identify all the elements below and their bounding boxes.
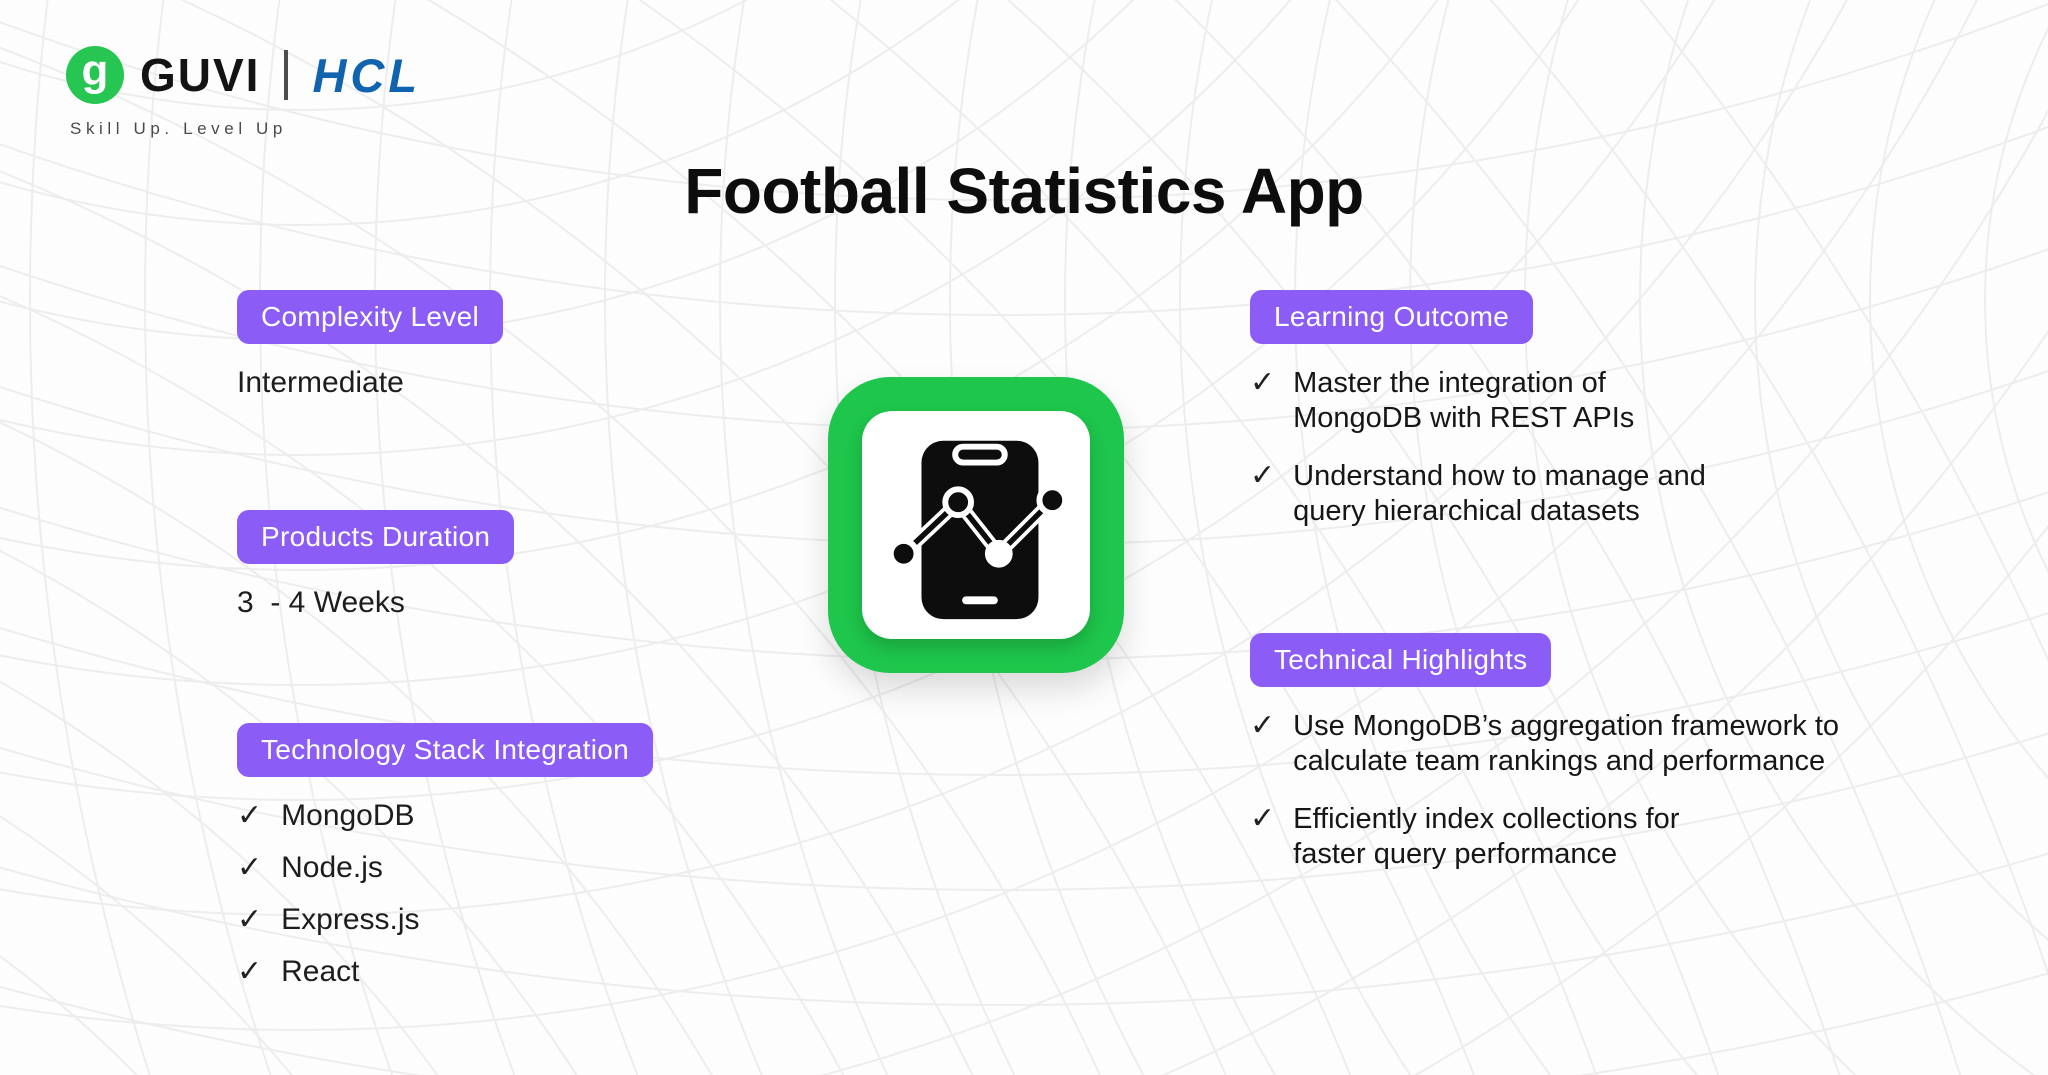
outcome-line: query hierarchical datasets: [1293, 495, 1640, 527]
outcome-line: MongoDB with REST APIs: [1293, 402, 1635, 434]
outcome-line: Understand how to manage and: [1293, 460, 1706, 492]
check-icon: ✓: [237, 851, 263, 884]
outcome-line: Master the integration of: [1293, 367, 1606, 399]
guvi-logo-glyph: g: [81, 46, 109, 95]
learning-outcome-badge: Learning Outcome: [1250, 290, 1534, 344]
duration-section: Products Duration 3 - 4 Weeks: [237, 510, 515, 620]
complexity-section: Complexity Level Intermediate: [237, 290, 503, 400]
technical-highlights-list: ✓ Use MongoDB’s aggregation framework to…: [1250, 708, 1839, 872]
tech-stack-badge: Technology Stack Integration: [237, 723, 653, 777]
phone-analytics-icon: [828, 377, 1124, 673]
check-icon: ✓: [1250, 459, 1276, 492]
phone-chart-illustration: [887, 440, 1069, 620]
complexity-value: Intermediate: [237, 366, 404, 399]
technical-highlights-section: Technical Highlights ✓ Use MongoDB’s agg…: [1250, 633, 1839, 872]
tech-stack-item: ✓ Express.js: [237, 902, 653, 937]
learning-outcome-item: ✓ Understand how to manage and query hie…: [1250, 458, 1706, 529]
duration-value: 3 - 4 Weeks: [237, 586, 405, 619]
check-icon: ✓: [1250, 366, 1276, 399]
guvi-logo: g GUVI HCL Skill Up. Level Up: [66, 46, 421, 139]
technical-highlights-badge: Technical Highlights: [1250, 633, 1552, 687]
check-icon: ✓: [1250, 802, 1276, 835]
check-icon: ✓: [237, 799, 263, 832]
phone-analytics-icon-inner: [862, 411, 1090, 639]
tech-stack-item: ✓ React: [237, 954, 653, 989]
learning-outcome-list: ✓ Master the integration of MongoDB with…: [1250, 365, 1706, 529]
guvi-wordmark: GUVI: [140, 49, 261, 101]
hcl-wordmark: HCL: [312, 48, 422, 102]
duration-badge: Products Duration: [237, 510, 515, 564]
tech-stack-item: ✓ Node.js: [237, 850, 653, 885]
tech-stack-item: ✓ MongoDB: [237, 798, 653, 833]
tech-stack-item-label: MongoDB: [281, 799, 415, 832]
brand-tagline: Skill Up. Level Up: [70, 119, 287, 138]
check-icon: ✓: [1250, 709, 1276, 742]
guvi-logo-icon: g: [66, 46, 124, 104]
tech-stack-item-label: Express.js: [281, 903, 420, 936]
learning-outcome-section: Learning Outcome ✓ Master the integratio…: [1250, 290, 1706, 529]
highlight-line: calculate team rankings and performance: [1293, 745, 1826, 777]
complexity-badge: Complexity Level: [237, 290, 503, 344]
check-icon: ✓: [237, 955, 263, 988]
tech-stack-list: ✓ MongoDB ✓ Node.js ✓ Express.js ✓ React: [237, 798, 653, 989]
tech-stack-item-label: Node.js: [281, 851, 383, 884]
tech-stack-section: Technology Stack Integration ✓ MongoDB ✓…: [237, 723, 653, 989]
highlight-line: faster query performance: [1293, 838, 1618, 870]
tech-stack-item-label: React: [281, 955, 360, 988]
check-icon: ✓: [237, 903, 263, 936]
highlight-line: Efficiently index collections for: [1293, 803, 1680, 835]
brand-divider: [284, 50, 289, 100]
page-title: Football Statistics App: [684, 155, 1364, 227]
technical-highlight-item: ✓ Efficiently index collections for fast…: [1250, 801, 1839, 872]
highlight-line: Use MongoDB’s aggregation framework to: [1293, 710, 1840, 742]
learning-outcome-item: ✓ Master the integration of MongoDB with…: [1250, 365, 1706, 436]
technical-highlight-item: ✓ Use MongoDB’s aggregation framework to…: [1250, 708, 1839, 779]
